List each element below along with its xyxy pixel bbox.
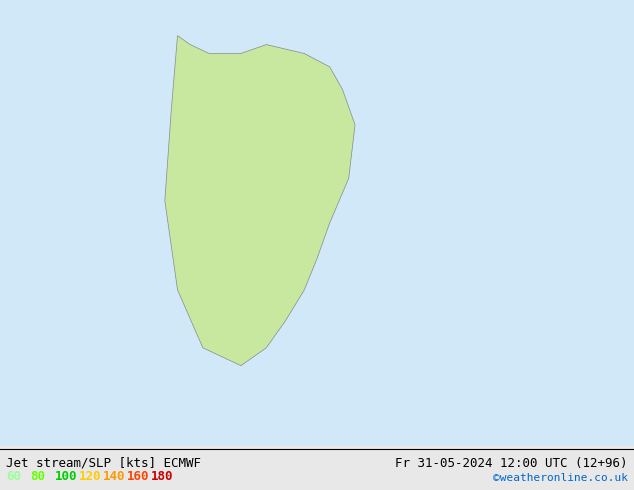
- Text: 100: 100: [55, 470, 77, 483]
- Text: ©weatheronline.co.uk: ©weatheronline.co.uk: [493, 473, 628, 483]
- Polygon shape: [0, 0, 634, 446]
- Text: 60: 60: [6, 470, 22, 483]
- Text: Fr 31-05-2024 12:00 UTC (12+96): Fr 31-05-2024 12:00 UTC (12+96): [395, 457, 628, 470]
- Polygon shape: [165, 36, 355, 366]
- Text: 180: 180: [151, 470, 173, 483]
- Text: 160: 160: [127, 470, 149, 483]
- Text: 120: 120: [79, 470, 101, 483]
- Text: Jet stream/SLP [kts] ECMWF: Jet stream/SLP [kts] ECMWF: [6, 457, 202, 470]
- Text: 140: 140: [103, 470, 125, 483]
- Text: 80: 80: [30, 470, 46, 483]
